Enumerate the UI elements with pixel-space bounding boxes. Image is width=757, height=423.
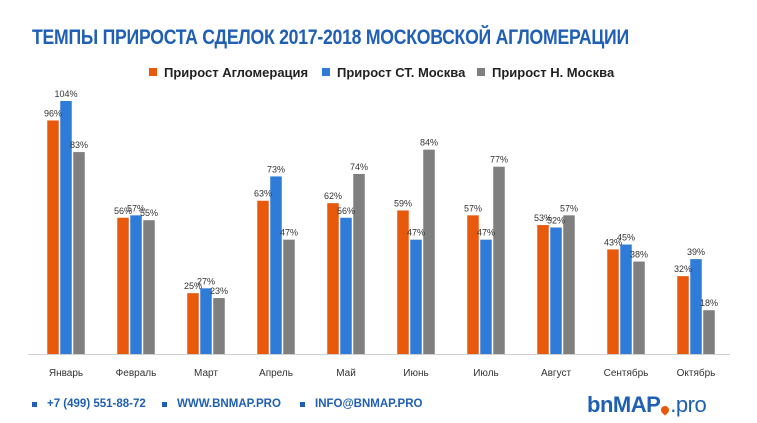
bar-3-9 (633, 261, 645, 354)
data-label-2-8: 52% (547, 216, 565, 226)
bullet-icon (32, 401, 37, 407)
x-axis-tick-labels: Январь Февраль Март Апрель Май Июнь Июль Август… (49, 367, 716, 379)
bar-1-8 (537, 225, 549, 354)
data-label-2-5: 56% (337, 206, 355, 216)
bar-1-9 (607, 249, 619, 354)
bar-3-2 (143, 220, 155, 354)
x-tick-label-3: Март (194, 368, 218, 379)
footer-email[interactable]: INFO@BNMAP.PRO (300, 398, 422, 410)
x-tick-label-4: Апрель (259, 368, 293, 379)
bar-1-2 (117, 217, 129, 354)
bar-1-3 (187, 293, 199, 354)
data-label-2-1: 104% (54, 89, 77, 99)
bullet-icon (300, 401, 305, 407)
legend-label-2: Прирост СТ. Москва (337, 65, 466, 80)
x-tick-label-1: Январь (49, 368, 83, 379)
bar-chart: Прирост Агломерация Прирост СТ. Москва При… (28, 65, 730, 379)
data-label-3-7: 77% (490, 155, 508, 165)
bar-2-5 (340, 217, 352, 354)
data-label-1-1: 96% (44, 108, 62, 118)
data-label-1-4: 63% (254, 189, 272, 199)
footer-website-text: WWW.BNMAP.PRO (177, 398, 281, 410)
x-tick-label-10: Октябрь (677, 367, 716, 379)
bar-1-5 (327, 203, 339, 354)
bar-3-6 (423, 149, 435, 354)
footer-email-text: INFO@BNMAP.PRO (315, 398, 423, 410)
bar-1-1 (47, 120, 59, 354)
bar-2-3 (200, 288, 212, 354)
x-tick-label-2: Февраль (116, 368, 157, 379)
bar-2-4 (270, 176, 282, 354)
data-label-2-10: 39% (687, 247, 705, 257)
brand-main: MAP (612, 392, 661, 417)
bar-3-7 (493, 166, 505, 354)
data-label-3-6: 84% (420, 138, 438, 148)
brand-suffix: .pro (670, 392, 707, 417)
data-label-3-10: 18% (700, 298, 718, 308)
data-label-2-4: 73% (267, 164, 285, 174)
legend-label-3: Прирост Н. Москва (492, 65, 615, 80)
data-label-3-3: 23% (210, 286, 228, 296)
data-label-1-2: 56% (114, 206, 132, 216)
legend-swatch-3 (477, 68, 485, 76)
data-label-2-2: 57% (127, 203, 145, 213)
data-label-1-6: 59% (394, 198, 412, 208)
data-label-1-3: 25% (184, 281, 202, 291)
x-tick-label-6: Июнь (403, 368, 428, 379)
data-label-1-8: 53% (534, 213, 552, 223)
bar-1-10 (677, 276, 689, 354)
footer-website[interactable]: WWW.BNMAP.PRO (162, 398, 281, 410)
data-label-3-8: 57% (560, 203, 578, 213)
x-tick-label-8: Август (541, 368, 572, 379)
bar-3-4 (283, 239, 295, 354)
brand-logo[interactable]: bnMAP .pro (587, 392, 707, 418)
bar-2-2 (130, 215, 142, 354)
chart-legend: Прирост Агломерация Прирост СТ. Москва При… (149, 65, 615, 80)
bar-2-6 (410, 239, 422, 354)
bar-2-9 (620, 244, 632, 354)
legend-swatch-1 (149, 68, 157, 76)
data-label-2-6: 47% (407, 228, 425, 238)
data-label-2-7: 47% (477, 228, 495, 238)
data-label-3-9: 38% (630, 250, 648, 260)
bar-2-8 (550, 227, 562, 354)
bar-1-7 (467, 215, 479, 354)
x-tick-label-7: Июль (473, 368, 499, 379)
data-label-3-4: 47% (280, 228, 298, 238)
chart-title: ТЕМПЫ ПРИРОСТА СДЕЛОК 2017-2018 МОСКОВСК… (32, 26, 629, 49)
data-label-1-7: 57% (464, 203, 482, 213)
data-label-1-10: 32% (674, 264, 692, 274)
footer-phone-text: +7 (499) 551-88-72 (47, 398, 146, 410)
bar-3-8 (563, 215, 575, 354)
data-label-2-3: 27% (197, 276, 215, 286)
x-tick-label-9: Сентябрь (604, 367, 649, 379)
bullet-icon (162, 401, 167, 407)
legend-swatch-2 (322, 68, 330, 76)
brand-prefix: bn (587, 392, 613, 417)
bar-1-6 (397, 210, 409, 354)
chart-bars (47, 101, 715, 354)
data-label-3-5: 74% (350, 162, 368, 172)
legend-label-1: Прирост Агломерация (164, 65, 308, 80)
bar-1-4 (257, 200, 269, 354)
bar-3-5 (353, 173, 365, 354)
data-label-3-1: 83% (70, 140, 88, 150)
data-label-3-2: 55% (140, 208, 158, 218)
data-label-2-9: 45% (617, 233, 635, 243)
footer: +7 (499) 551-88-72 WWW.BNMAP.PRO INFO@BN… (0, 392, 757, 423)
chart-data-labels: 96%104%83%56%57%55%25%27%23%63%73%47%62%… (44, 89, 718, 308)
data-label-1-9: 43% (604, 237, 622, 247)
bar-2-7 (480, 239, 492, 354)
x-tick-label-5: Май (336, 368, 356, 379)
data-label-1-5: 62% (324, 191, 342, 201)
footer-phone[interactable]: +7 (499) 551-88-72 (32, 398, 146, 410)
bar-3-10 (703, 310, 715, 354)
bar-3-1 (73, 152, 85, 354)
bar-3-3 (213, 298, 225, 354)
bar-2-1 (60, 101, 72, 354)
bar-2-10 (690, 259, 702, 354)
